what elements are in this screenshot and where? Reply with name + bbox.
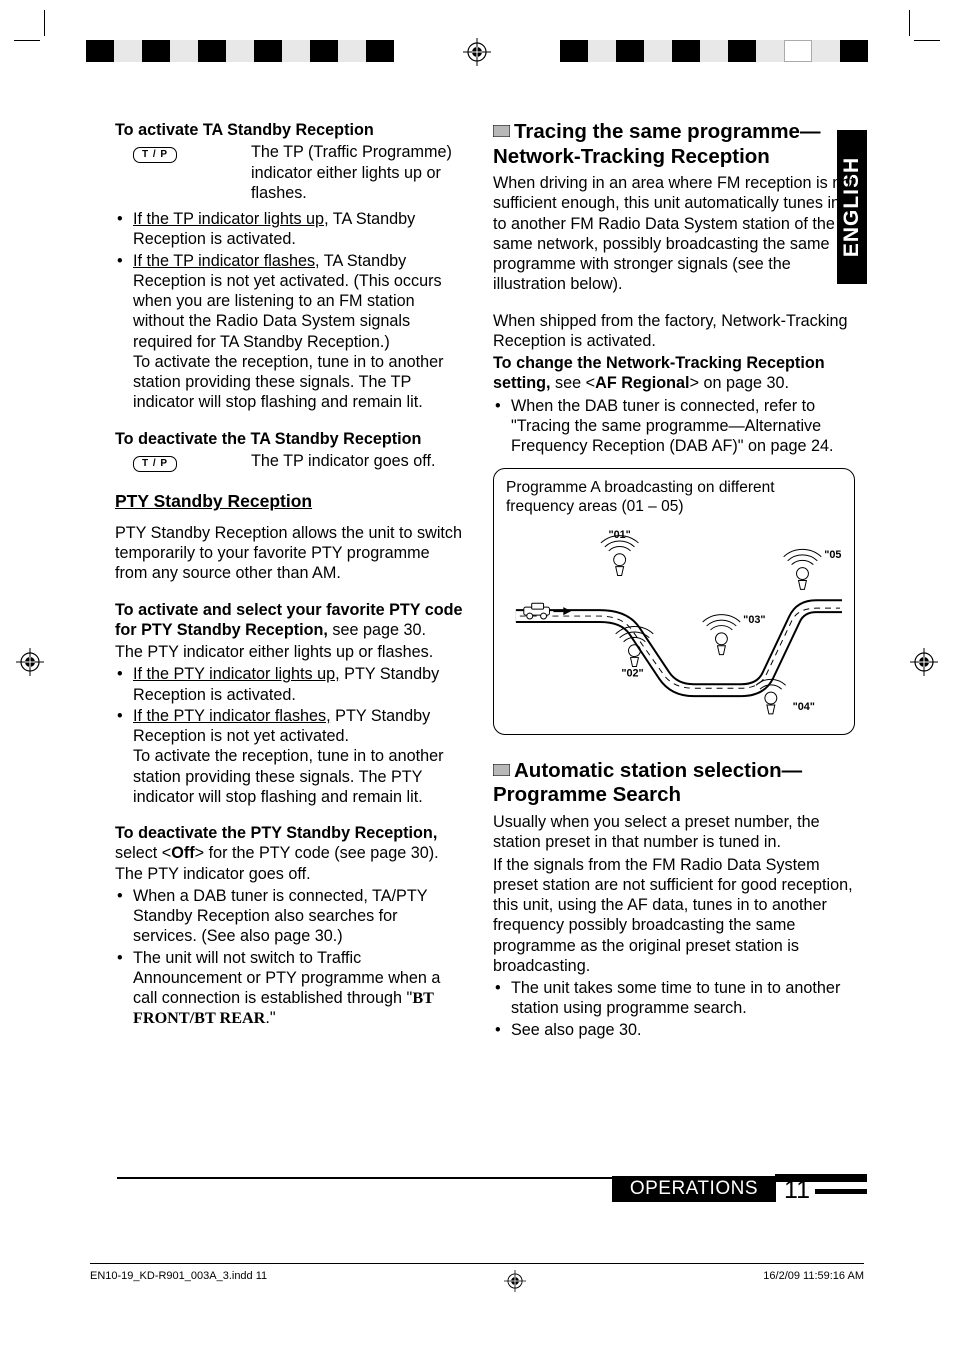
left-column: To activate TA Standby Reception T / P T… (115, 120, 463, 1050)
auto-p2: If the signals from the FM Radio Data Sy… (493, 855, 855, 977)
tp-desc: The TP (Traffic Programme) indicator eit… (251, 142, 463, 203)
reg-boxes-left (86, 40, 394, 62)
list-item: When the DAB tuner is connected, refer t… (511, 396, 855, 457)
tp-off-row: T / P The TP indicator goes off. (115, 451, 463, 475)
register-cross-icon (910, 648, 938, 676)
trace-p3: To change the Network-Tracking Reception… (493, 353, 855, 394)
heading-activate-ta: To activate TA Standby Reception (115, 120, 463, 140)
square-bullet-icon (493, 125, 510, 137)
heading-tracing: Tracing the same programme—Network-Track… (493, 120, 855, 169)
auto-bullets: The unit takes some time to tune in to a… (493, 978, 855, 1040)
heading-auto: Automatic station selection—Programme Se… (493, 759, 855, 808)
tp-button-icon: T / P (133, 456, 177, 472)
heading-pty-deactivate: To deactivate the PTY Standby Reception,… (115, 823, 463, 884)
right-column: Tracing the same programme—Network-Track… (493, 120, 855, 1050)
auto-p1: Usually when you select a preset number,… (493, 812, 855, 853)
svg-text:"04": "04" (793, 701, 815, 713)
svg-text:"02": "02" (621, 667, 643, 679)
crop-line (14, 40, 40, 41)
list-item: If the PTY indicator flashes, PTY Standb… (133, 706, 463, 807)
network-diagram: Programme A broadcasting on different fr… (493, 468, 855, 734)
footer-page-line (815, 1189, 867, 1194)
tp-button-row: T / P The TP (Traffic Programme) indicat… (115, 142, 463, 203)
list-item: See also page 30. (511, 1020, 855, 1040)
trace-p2: When shipped from the factory, Network-T… (493, 311, 855, 352)
tp-button-icon: T / P (133, 147, 177, 163)
register-cross-icon (16, 648, 44, 676)
list-item: The unit takes some time to tune in to a… (511, 978, 855, 1019)
register-cross-icon (504, 1270, 526, 1292)
register-cross-icon (463, 38, 491, 66)
crop-line (914, 40, 940, 41)
list-item: If the PTY indicator lights up, PTY Stan… (133, 664, 463, 705)
pty-intro: PTY Standby Reception allows the unit to… (115, 523, 463, 584)
pty-line: The PTY indicator either lights up or fl… (115, 642, 463, 662)
content: To activate TA Standby Reception T / P T… (115, 120, 867, 1050)
heading-pty-activate: To activate and select your favorite PTY… (115, 600, 463, 641)
list-item: If the TP indicator lights up, TA Standb… (133, 209, 463, 250)
svg-text:"03": "03" (743, 614, 765, 626)
pty-deactivate-bullets: When a DAB tuner is connected, TA/PTY St… (115, 886, 463, 1029)
footer-section-label: OPERATIONS (612, 1176, 776, 1202)
heading-pty: PTY Standby Reception (115, 491, 463, 513)
print-metadata: EN10-19_KD-R901_003A_3.indd 11 16/2/09 1… (90, 1263, 864, 1292)
svg-text:"01": "01" (608, 529, 630, 541)
list-item: When a DAB tuner is connected, TA/PTY St… (133, 886, 463, 947)
diagram-svg: "01" "02" "03" "04" "05" (506, 521, 842, 721)
pty-bullets: If the PTY indicator lights up, PTY Stan… (115, 664, 463, 807)
list-item: If the TP indicator flashes, TA Standby … (133, 251, 463, 413)
svg-text:"05": "05" (824, 548, 842, 560)
trace-bullets: When the DAB tuner is connected, refer t… (493, 396, 855, 457)
crop-line (909, 10, 910, 36)
ta-bullets: If the TP indicator lights up, TA Standb… (115, 209, 463, 413)
print-timestamp: 16/2/09 11:59:16 AM (763, 1270, 864, 1292)
list-item: The unit will not switch to Traffic Anno… (133, 948, 463, 1029)
square-bullet-icon (493, 764, 510, 776)
trace-p1: When driving in an area where FM recepti… (493, 173, 855, 295)
footer-page-number: 11 (784, 1176, 810, 1205)
diagram-caption: Programme A broadcasting on different fr… (506, 479, 842, 516)
heading-deactivate-ta: To deactivate the TA Standby Reception (115, 429, 463, 449)
print-file: EN10-19_KD-R901_003A_3.indd 11 (90, 1270, 267, 1292)
page: ENGLISH To activate TA Standby Reception… (0, 0, 954, 1352)
tp-off-text: The TP indicator goes off. (251, 451, 463, 471)
registration-marks-top (0, 40, 954, 80)
reg-boxes-right (560, 40, 868, 62)
crop-line (44, 10, 45, 36)
